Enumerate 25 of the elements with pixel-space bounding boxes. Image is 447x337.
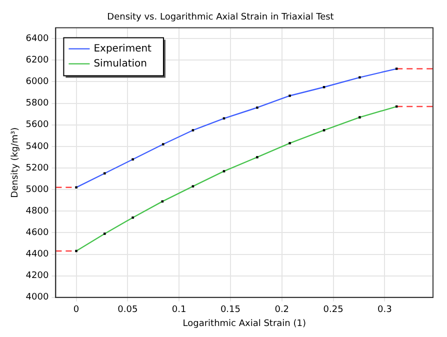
- x-tick-label: 0.2: [274, 305, 290, 316]
- x-tick-label: 0.05: [118, 305, 138, 316]
- y-tick-label: 5200: [26, 163, 49, 174]
- y-tick-label: 6200: [26, 55, 49, 66]
- y-tick-label: 5600: [26, 120, 49, 130]
- legend-label: Simulation: [94, 58, 147, 70]
- y-tick-label: 6400: [26, 34, 49, 44]
- y-tick-label: 6000: [26, 77, 49, 88]
- x-tick-label: 0.25: [323, 305, 344, 316]
- y-tick-label: 4600: [26, 228, 49, 238]
- x-tick-label: 0: [73, 305, 80, 316]
- x-tick-label: 0.3: [378, 305, 392, 316]
- chart-title: Density vs. Logarithmic Axial Strain in Triaxial Test: [107, 12, 334, 23]
- y-tick-label: 4000: [26, 292, 49, 303]
- x-tick-label: 0.15: [220, 305, 240, 316]
- y-tick-label: 4800: [26, 206, 49, 216]
- y-axis-title: Density (kg/m³): [10, 127, 21, 198]
- x-tick-label: 0.1: [172, 305, 186, 316]
- y-tick-label: 5800: [26, 98, 49, 109]
- y-tick-label: 4400: [26, 250, 49, 260]
- y-tick-label: 5000: [26, 184, 49, 195]
- y-tick-label: 4200: [26, 271, 49, 282]
- x-axis-title: Logarithmic Axial Strain (1): [182, 318, 306, 329]
- y-tick-label: 5400: [26, 142, 49, 152]
- legend-label: Experiment: [94, 43, 152, 54]
